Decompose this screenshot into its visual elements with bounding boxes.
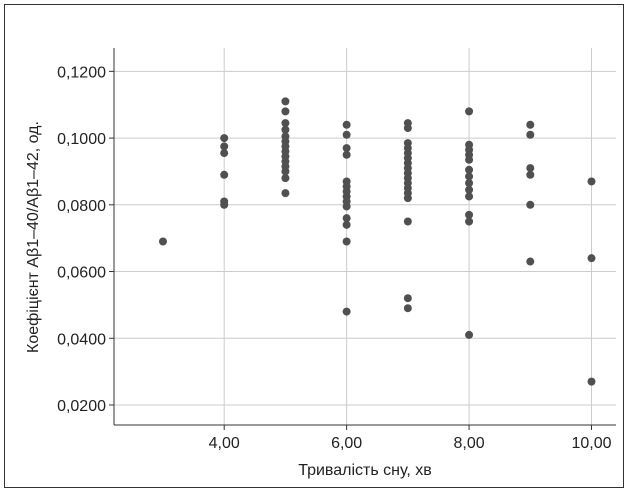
y-tick-label: 0,0600 xyxy=(57,265,106,282)
data-point xyxy=(403,217,412,226)
data-point xyxy=(158,237,167,246)
data-point xyxy=(465,330,474,339)
data-point xyxy=(342,120,351,129)
data-point xyxy=(465,185,474,194)
tick-labels: 4,00 6,00 8,00 10,00 0,0200 0,0400 0,0600 0,080… xyxy=(57,64,612,452)
data-point xyxy=(465,107,474,116)
y-tick-label: 0,1200 xyxy=(57,64,106,81)
data-point xyxy=(403,304,412,313)
grid xyxy=(114,48,616,425)
data-point xyxy=(465,192,474,201)
data-point xyxy=(342,150,351,159)
data-point xyxy=(587,377,596,386)
y-axis-title: Коефіцієнт Aβ1–40/Aβ1–42, од. xyxy=(25,121,42,353)
data-point xyxy=(342,220,351,229)
data-point xyxy=(465,217,474,226)
data-point xyxy=(465,155,474,164)
x-tick-label: 4,00 xyxy=(209,435,240,452)
data-point xyxy=(220,149,229,158)
data-point xyxy=(526,257,535,266)
x-tick-label: 8,00 xyxy=(454,435,485,452)
data-point xyxy=(526,120,535,129)
y-tick-label: 0,0800 xyxy=(57,198,106,215)
data-point xyxy=(465,172,474,181)
data-point xyxy=(220,200,229,209)
data-point xyxy=(220,142,229,151)
data-point xyxy=(526,164,535,173)
data-point xyxy=(526,200,535,209)
data-point xyxy=(526,170,535,179)
data-point xyxy=(342,202,351,211)
data-point xyxy=(342,307,351,316)
data-points xyxy=(158,97,596,386)
data-point xyxy=(342,130,351,139)
data-point xyxy=(281,174,290,183)
data-point xyxy=(465,165,474,174)
figure-frame xyxy=(4,4,624,488)
y-tick-label: 0,0200 xyxy=(57,398,106,415)
data-point xyxy=(281,107,290,116)
data-point xyxy=(281,167,290,176)
x-tick-label: 6,00 xyxy=(331,435,362,452)
data-point xyxy=(281,125,290,134)
data-point xyxy=(587,254,596,263)
data-point xyxy=(465,179,474,188)
data-point xyxy=(403,124,412,133)
data-point xyxy=(281,189,290,198)
data-point xyxy=(465,210,474,219)
data-point xyxy=(526,130,535,139)
axes xyxy=(113,48,616,426)
data-point xyxy=(281,97,290,106)
data-point xyxy=(342,214,351,223)
data-point xyxy=(281,119,290,128)
data-point xyxy=(342,144,351,153)
y-tick-label: 0,0400 xyxy=(57,331,106,348)
data-point xyxy=(220,134,229,143)
data-point xyxy=(587,177,596,186)
data-point xyxy=(403,194,412,203)
x-axis-title: Тривалість сну, хв xyxy=(298,462,432,479)
x-tick-label: 10,00 xyxy=(571,435,611,452)
data-point xyxy=(403,294,412,303)
data-point xyxy=(342,237,351,246)
y-tick-label: 0,1000 xyxy=(57,131,106,148)
data-point xyxy=(220,170,229,179)
